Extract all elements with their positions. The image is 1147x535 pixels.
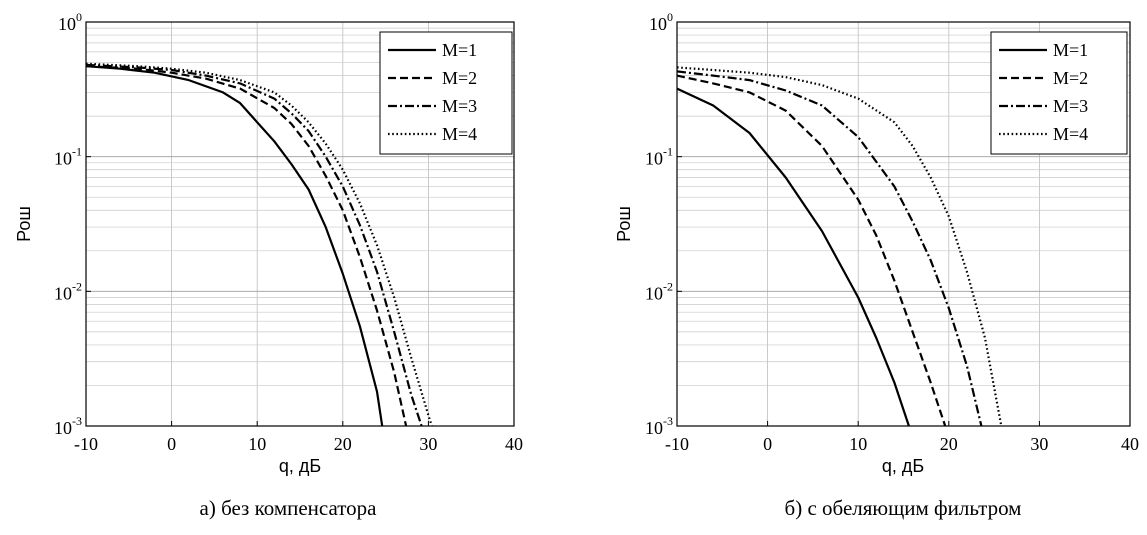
- x-tick-label: 40: [505, 434, 523, 454]
- x-tick-label: 0: [167, 434, 176, 454]
- x-tick-label: 10: [248, 434, 266, 454]
- x-tick-label: -10: [74, 434, 98, 454]
- x-axis-label: q, дБ: [279, 456, 321, 476]
- y-tick-exponent: -1: [72, 145, 82, 159]
- y-tick-label: 10-1: [54, 145, 82, 169]
- x-tick-label: -10: [665, 434, 689, 454]
- y-tick-label: 10-1: [645, 145, 673, 169]
- x-tick-label: 30: [419, 434, 437, 454]
- y-tick-label: 10-2: [645, 279, 673, 303]
- legend-label: M=4: [1053, 124, 1088, 144]
- legend-label: M=4: [442, 124, 477, 144]
- legend-label: M=2: [442, 68, 477, 88]
- y-tick-base: 10: [54, 149, 72, 169]
- x-tick-label: 40: [1121, 434, 1139, 454]
- y-tick-exponent: -1: [663, 145, 673, 159]
- y-tick-exponent: -2: [663, 279, 673, 293]
- y-tick-label: 100: [649, 10, 673, 34]
- y-tick-base: 10: [58, 14, 76, 34]
- y-tick-base: 10: [54, 418, 72, 438]
- y-tick-exponent: -3: [663, 414, 673, 428]
- chart-caption: б) с обеляющим фильтром: [785, 496, 1022, 520]
- x-tick-label: 0: [763, 434, 772, 454]
- y-axis-label: Рош: [614, 206, 634, 242]
- plot-area-frame: [676, 21, 1131, 427]
- x-tick-label: 30: [1030, 434, 1048, 454]
- y-tick-base: 10: [649, 14, 667, 34]
- y-tick-exponent: 0: [76, 10, 82, 24]
- x-tick-label: 20: [334, 434, 352, 454]
- y-tick-label: 10-2: [54, 279, 82, 303]
- y-tick-base: 10: [645, 149, 663, 169]
- x-tick-label: 20: [940, 434, 958, 454]
- series-line-m3: [85, 63, 423, 427]
- legend: M=1 M=2 M=3 M=4: [379, 31, 513, 155]
- y-tick-exponent: -2: [72, 279, 82, 293]
- y-tick-exponent: -3: [72, 414, 82, 428]
- legend-label: M=2: [1053, 68, 1088, 88]
- series-line-m2: [85, 65, 408, 427]
- legend-box: [990, 31, 1128, 155]
- x-axis-label: q, дБ: [882, 456, 924, 476]
- y-tick-base: 10: [645, 283, 663, 303]
- plot-area-frame: [85, 21, 515, 427]
- legend: M=1 M=2 M=3 M=4: [990, 31, 1128, 155]
- series-line-m1: [676, 87, 910, 427]
- y-tick-label: 10-3: [645, 414, 673, 438]
- x-tick-label: 10: [849, 434, 867, 454]
- series-line-m4: [676, 66, 1003, 427]
- legend-label: M=1: [442, 40, 477, 60]
- legend-label: M=1: [1053, 40, 1088, 60]
- series-line-m1: [85, 65, 384, 427]
- series-line-m3: [676, 70, 983, 427]
- y-tick-base: 10: [645, 418, 663, 438]
- legend-label: M=3: [442, 96, 477, 116]
- y-tick-label: 10-3: [54, 414, 82, 438]
- y-tick-base: 10: [54, 283, 72, 303]
- y-axis-label: Рош: [14, 206, 34, 242]
- y-tick-exponent: 0: [667, 10, 673, 24]
- legend-label: M=3: [1053, 96, 1088, 116]
- series-line-m2: [676, 74, 947, 427]
- chart-caption: а) без компенсатора: [200, 496, 378, 520]
- y-tick-label: 100: [58, 10, 82, 34]
